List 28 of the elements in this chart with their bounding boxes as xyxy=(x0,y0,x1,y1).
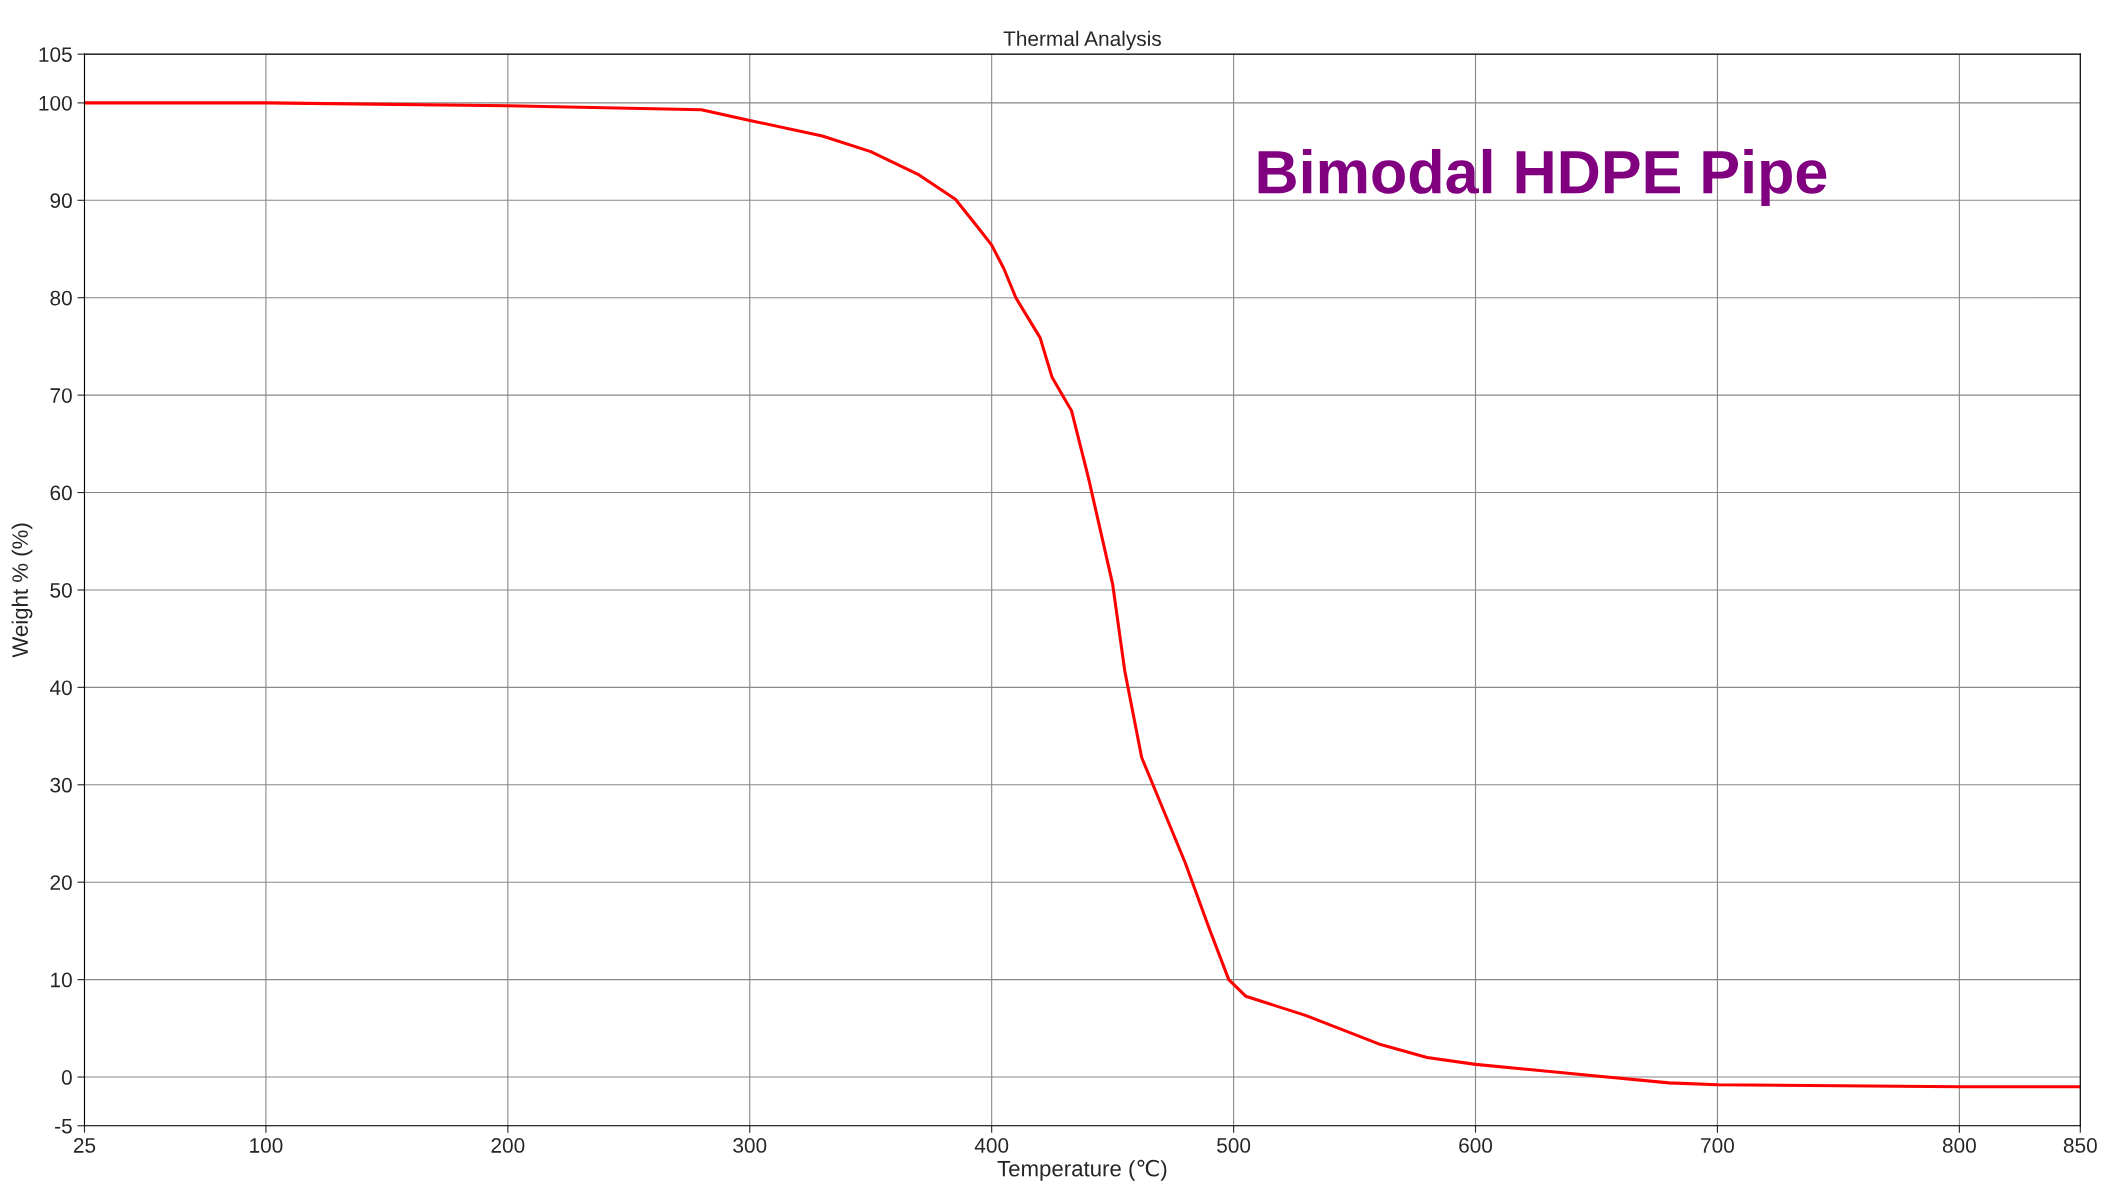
x-tick-label: 600 xyxy=(1459,1138,1493,1153)
y-tick-label: 10 xyxy=(51,972,72,988)
x-tick-label: 800 xyxy=(1942,1138,1976,1153)
y-tick-label: 50 xyxy=(50,582,72,598)
annotation: Bimodal HDPE Pipe xyxy=(1258,148,1827,206)
x-tick-label: 400 xyxy=(974,1138,1009,1153)
x-tick-label: 200 xyxy=(491,1138,525,1153)
x-tick-label: 500 xyxy=(1217,1138,1251,1153)
y-tick-label: 60 xyxy=(50,485,72,501)
x-tick-label: 100 xyxy=(250,1138,283,1153)
line-series xyxy=(84,101,2081,1089)
y-tick-label: 20 xyxy=(50,875,72,890)
x-axis-title: Temperature (℃) xyxy=(997,1159,1167,1181)
y-tick-label: 100 xyxy=(39,95,72,111)
chart-title: Thermal Analysis xyxy=(1003,30,1161,51)
y-tick-label: 40 xyxy=(49,680,72,696)
y-tick-label: 70 xyxy=(50,388,72,403)
x-tick-label: 300 xyxy=(733,1138,767,1153)
x-tick-label: 25 xyxy=(73,1138,96,1153)
y-tick-label: 30 xyxy=(50,777,72,793)
y-tick-label: -5 xyxy=(55,1118,72,1134)
x-tick-label: 850 xyxy=(2063,1138,2097,1153)
y-tick-label: 0 xyxy=(61,1070,72,1085)
x-tick-label: 700 xyxy=(1701,1138,1735,1153)
y-tick-label: 105 xyxy=(39,47,72,62)
y-axis-title: Weight % (%) xyxy=(11,523,33,658)
y-tick-label: 80 xyxy=(50,290,72,306)
y-tick-label: 90 xyxy=(50,193,72,209)
